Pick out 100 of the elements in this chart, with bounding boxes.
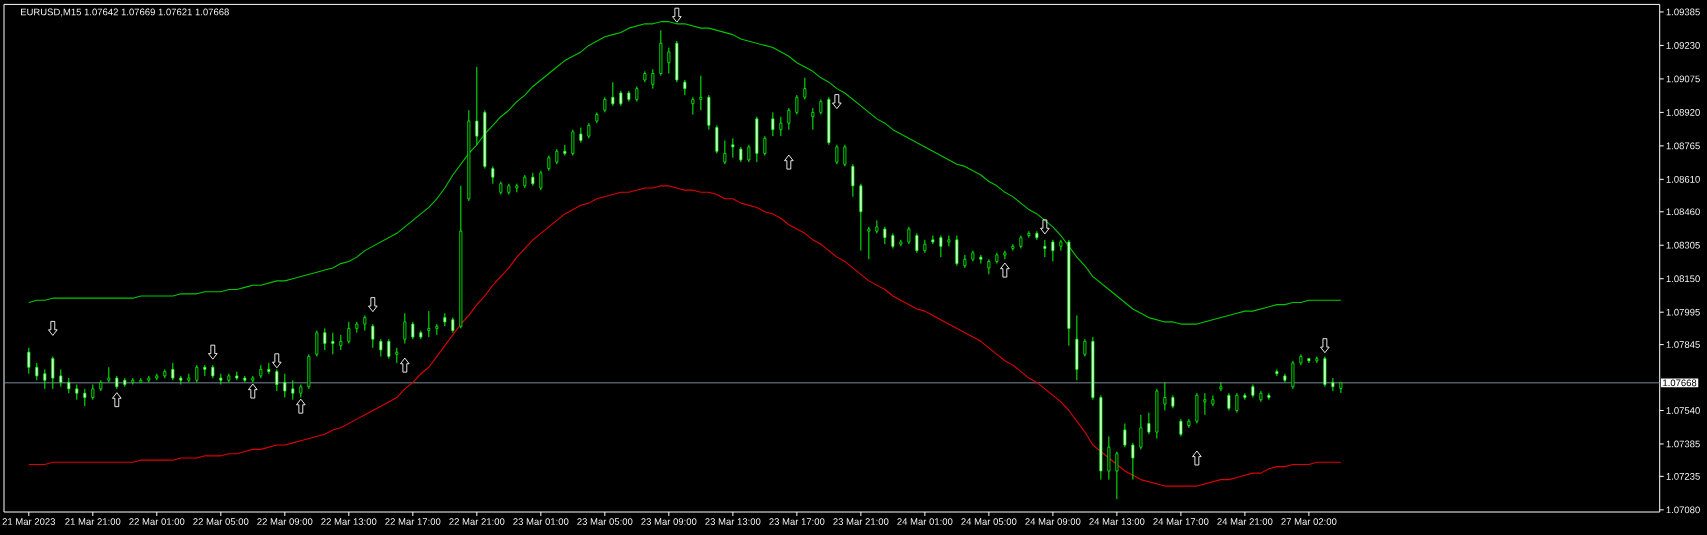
candlestick [651, 68, 655, 90]
candlestick [955, 235, 959, 267]
candlestick [843, 144, 847, 167]
candlestick [851, 163, 855, 198]
candlestick [611, 81, 615, 107]
x-tick-label: 23 Mar 17:00 [769, 518, 825, 525]
candlestick [1307, 358, 1311, 364]
x-tick-label: 24 Mar 09:00 [1025, 518, 1081, 525]
candlestick [571, 129, 575, 157]
candlestick [1315, 355, 1319, 364]
candlestick [1267, 392, 1271, 401]
candlestick [979, 254, 983, 265]
x-tick-label: 24 Mar 17:00 [1153, 518, 1209, 525]
x-tick-label: 27 Mar 02:00 [1281, 518, 1337, 525]
candlestick [1107, 435, 1111, 481]
candlestick [915, 232, 919, 254]
candlestick [1163, 381, 1167, 411]
candlestick [27, 347, 31, 375]
x-tick-label: 24 Mar 21:00 [1217, 518, 1273, 525]
candlestick [787, 107, 791, 131]
candlestick [1059, 239, 1063, 252]
x-tick-label: 22 Mar 21:00 [449, 518, 505, 525]
x-tick-label: 21 Mar 2023 [2, 518, 56, 525]
candlestick [963, 254, 967, 269]
candlestick [539, 170, 543, 191]
candlestick [803, 77, 807, 100]
y-tick-label: 1.08150 [1666, 275, 1700, 283]
y-tick-label: 1.07845 [1666, 341, 1700, 348]
candlestick [387, 338, 391, 360]
candlestick [715, 124, 719, 154]
candlestick [475, 66, 479, 146]
candlestick [723, 139, 727, 165]
candlestick [835, 144, 839, 165]
y-tick-label: 1.09230 [1666, 42, 1700, 49]
candlestick [1027, 230, 1031, 239]
x-tick-label: 24 Mar 01:00 [897, 518, 953, 525]
x-tick-label: 24 Mar 05:00 [961, 518, 1017, 525]
candlestick [875, 219, 879, 234]
candlestick [1291, 360, 1295, 390]
candlestick [667, 47, 671, 75]
y-tick-label: 1.07385 [1666, 440, 1700, 448]
candlestick [315, 330, 319, 357]
candlestick [1243, 392, 1247, 401]
x-tick-label: 23 Mar 05:00 [577, 518, 633, 525]
candlestick [1275, 368, 1279, 377]
x-tick-label: 22 Mar 13:00 [321, 518, 377, 525]
candlestick [779, 116, 783, 137]
x-tick-label: 21 Mar 21:00 [65, 518, 121, 525]
candlestick [795, 94, 799, 116]
candlestick [987, 258, 991, 275]
x-tick-label: 22 Mar 17:00 [385, 518, 441, 525]
candlestick [347, 321, 351, 345]
candlestick [1011, 243, 1015, 252]
candlestick [939, 235, 943, 258]
candlestick [771, 111, 775, 137]
y-tick-label: 1.07540 [1666, 407, 1700, 414]
y-tick-label: 1.08305 [1666, 241, 1700, 249]
candlestick [1131, 442, 1135, 481]
candlestick [427, 310, 431, 338]
candlestick [763, 135, 767, 157]
x-tick-label: 24 Mar 13:00 [1089, 518, 1145, 525]
candlestick [811, 107, 815, 131]
y-tick-label: 1.08765 [1666, 142, 1700, 150]
x-tick-label: 23 Mar 01:00 [513, 518, 569, 525]
x-tick-label: 22 Mar 01:00 [129, 518, 185, 525]
candlestick [923, 239, 927, 254]
x-tick-label: 22 Mar 05:00 [193, 518, 249, 525]
y-tick-label: 1.07235 [1666, 472, 1700, 480]
candlestick [1219, 381, 1223, 392]
candlestick [1139, 414, 1143, 450]
candlestick [867, 226, 871, 260]
candlestick [1123, 422, 1127, 448]
candlestick [323, 327, 327, 351]
candlestick [1043, 239, 1047, 258]
x-tick-label: 23 Mar 09:00 [641, 518, 697, 525]
candlestick [51, 355, 55, 390]
y-tick-label: 1.07080 [1666, 506, 1700, 514]
chart-title: EURUSD,M15 1.07642 1.07669 1.07621 1.07668 [20, 8, 229, 17]
x-tick-label: 23 Mar 13:00 [705, 518, 761, 525]
x-tick-label: 22 Mar 09:00 [257, 518, 313, 525]
candlestick [1331, 377, 1335, 392]
candlestick [1115, 451, 1119, 500]
y-tick-label: 1.09075 [1666, 75, 1700, 83]
y-tick-label: 1.08460 [1666, 208, 1700, 216]
x-tick-label: 23 Mar 21:00 [833, 518, 889, 525]
candlestick [331, 332, 335, 355]
ref-line-label: 1.07668 [1663, 379, 1697, 387]
candlestick [283, 373, 287, 399]
candlestick [947, 235, 951, 247]
y-tick-label: 1.07995 [1666, 308, 1700, 316]
candlestick [1235, 392, 1239, 414]
candlestick [403, 312, 407, 345]
candlestick [699, 75, 703, 111]
candlestick [1211, 394, 1215, 407]
y-tick-label: 1.08920 [1666, 109, 1700, 116]
candlestick [371, 323, 375, 349]
candlestick [43, 368, 47, 390]
candlestick [1147, 412, 1151, 435]
candlestick [291, 379, 295, 401]
y-tick-label: 1.09385 [1666, 8, 1700, 16]
